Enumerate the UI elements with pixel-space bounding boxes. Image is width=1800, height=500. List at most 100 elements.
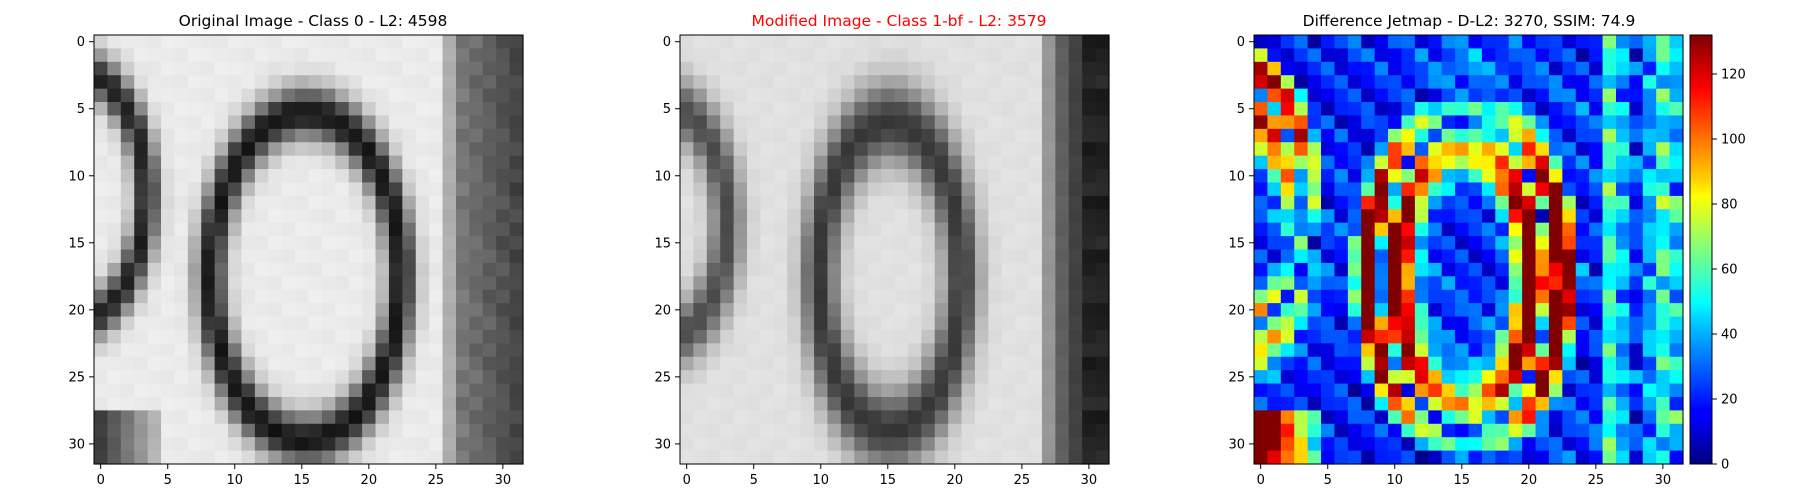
pixel: [1348, 263, 1362, 277]
pixel: [801, 370, 815, 384]
pixel: [255, 115, 269, 129]
pixel: [1469, 182, 1483, 196]
pixel: [510, 75, 524, 89]
pixel: [215, 102, 229, 116]
pixel: [720, 196, 734, 210]
pixel: [841, 223, 855, 237]
pixel: [1348, 250, 1362, 264]
pixel: [827, 370, 841, 384]
pixel: [148, 343, 162, 357]
pixel: [121, 142, 135, 156]
pixel: [174, 236, 188, 250]
pixel: [1549, 250, 1563, 264]
pixel: [988, 196, 1002, 210]
pixel: [760, 424, 774, 438]
pixel: [1348, 397, 1362, 411]
pixel: [443, 35, 457, 49]
pixel: [1415, 263, 1429, 277]
pixel: [389, 290, 403, 304]
pixel: [760, 156, 774, 170]
pixel: [948, 276, 962, 290]
pixel: [148, 317, 162, 331]
pixel: [1643, 115, 1657, 129]
pixel: [1603, 263, 1617, 277]
pixel: [94, 357, 108, 371]
pixel: [335, 384, 349, 398]
pixel: [1002, 370, 1016, 384]
x-tick-label: 0: [97, 473, 105, 488]
pixel: [1442, 250, 1456, 264]
pixel: [1029, 357, 1043, 371]
pixel: [720, 169, 734, 183]
pixel: [282, 169, 296, 183]
pixel: [107, 156, 121, 170]
pixel: [935, 437, 949, 451]
pixel: [854, 357, 868, 371]
pixel: [948, 236, 962, 250]
pixel: [362, 102, 376, 116]
pixel: [1589, 317, 1603, 331]
pixel: [975, 129, 989, 143]
pixel: [1629, 102, 1643, 116]
pixel: [1656, 410, 1670, 424]
pixel: [496, 223, 510, 237]
pixel: [962, 223, 976, 237]
pixel: [1375, 451, 1389, 465]
pixel: [1388, 343, 1402, 357]
pixel: [376, 290, 390, 304]
pixel: [962, 276, 976, 290]
pixel: [1495, 223, 1509, 237]
pixel: [1428, 209, 1442, 223]
pixel: [1656, 384, 1670, 398]
pixel: [201, 397, 215, 411]
pixel: [787, 303, 801, 317]
pixel: [1562, 182, 1576, 196]
pixel: [1254, 317, 1268, 331]
pixel: [1536, 276, 1550, 290]
pixel: [1267, 330, 1281, 344]
pixel: [935, 182, 949, 196]
pixel: [827, 330, 841, 344]
pixel: [1616, 397, 1630, 411]
pixel: [1616, 75, 1630, 89]
pixel: [827, 397, 841, 411]
pixel: [881, 410, 895, 424]
pixel: [1629, 156, 1643, 170]
pixel: [1469, 303, 1483, 317]
pixel: [814, 129, 828, 143]
pixel: [734, 276, 748, 290]
pixel: [1348, 169, 1362, 183]
pixel: [921, 451, 935, 465]
pixel: [1603, 35, 1617, 49]
pixel: [693, 357, 707, 371]
pixel: [456, 89, 470, 103]
pixel: [1616, 317, 1630, 331]
pixel: [895, 357, 909, 371]
pixel: [1042, 451, 1056, 465]
pixel: [1509, 236, 1523, 250]
pixel: [1656, 451, 1670, 465]
pixel: [1375, 330, 1389, 344]
pixel: [854, 35, 868, 49]
pixel: [720, 115, 734, 129]
pixel: [161, 437, 175, 451]
pixel: [1254, 250, 1268, 264]
pixel: [1589, 196, 1603, 210]
pixel: [693, 142, 707, 156]
pixel: [282, 48, 296, 62]
pixel: [322, 250, 336, 264]
pixel: [1576, 129, 1590, 143]
pixel: [921, 156, 935, 170]
pixel: [1294, 102, 1308, 116]
pixel: [335, 89, 349, 103]
pixel: [121, 48, 135, 62]
pixel: [720, 397, 734, 411]
pixel: [1294, 317, 1308, 331]
pixel: [1495, 62, 1509, 76]
pixel: [148, 451, 162, 465]
pixel: [707, 424, 721, 438]
pixel: [1562, 115, 1576, 129]
pixel: [295, 48, 309, 62]
pixel: [483, 129, 497, 143]
pixel: [1348, 236, 1362, 250]
